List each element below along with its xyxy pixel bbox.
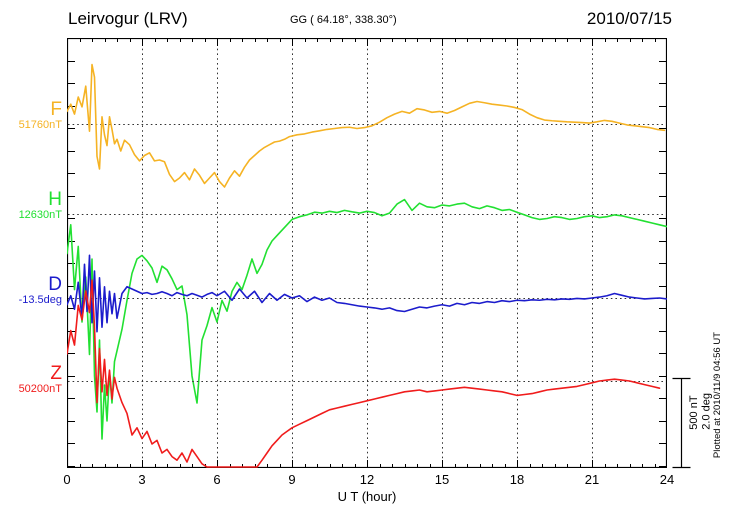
magnetogram-plot <box>67 38 667 468</box>
trace-label-z: Z 50200nT <box>19 364 62 395</box>
x-tick-label: 21 <box>584 472 600 487</box>
trace-z <box>67 279 661 468</box>
x-tick-label: 15 <box>434 472 450 487</box>
x-tick-label: 0 <box>63 472 71 487</box>
x-tick-label: 6 <box>213 472 221 487</box>
trace-baseline-d: -13.5deg <box>18 293 62 306</box>
trace-label-f: F 51760nT <box>19 100 62 131</box>
trace-d <box>67 254 667 333</box>
page-title: Leirvogur (LRV) <box>68 9 188 28</box>
scale-bar-deg: 2.0 deg <box>700 393 713 430</box>
trace-h <box>67 198 667 440</box>
scale-bar-nt: 500 nT <box>688 395 700 430</box>
x-tick-label: 18 <box>509 472 525 487</box>
plot-svg <box>67 38 667 468</box>
observation-date: 2010/07/15 <box>586 9 672 28</box>
trace-name-f: F <box>50 99 62 120</box>
trace-baseline-z: 50200nT <box>18 382 62 395</box>
trace-name-z: Z <box>50 363 62 384</box>
x-tick-label: 12 <box>359 472 375 487</box>
trace-name-h: H <box>48 189 62 210</box>
trace-label-h: H 12630nT <box>19 190 62 221</box>
trace-name-d: D <box>48 274 62 295</box>
trace-baseline-h: 12630nT <box>18 208 62 221</box>
trace-f <box>67 63 666 188</box>
x-tick-label: 24 <box>659 472 675 487</box>
geographic-coordinates: GG ( 64.18°, 338.30°) <box>290 14 397 26</box>
x-tick-label: 3 <box>138 472 146 487</box>
trace-label-d: D -13.5deg <box>19 275 62 306</box>
trace-baseline-f: 51760nT <box>18 118 62 131</box>
x-axis-title: U T (hour) <box>337 489 397 504</box>
plotted-at-label: Plotted at 2010/11/9 04:56 UT <box>712 332 723 459</box>
scale-bar-label: 500 nT 2.0 deg <box>688 393 713 430</box>
x-tick-label: 9 <box>288 472 296 487</box>
